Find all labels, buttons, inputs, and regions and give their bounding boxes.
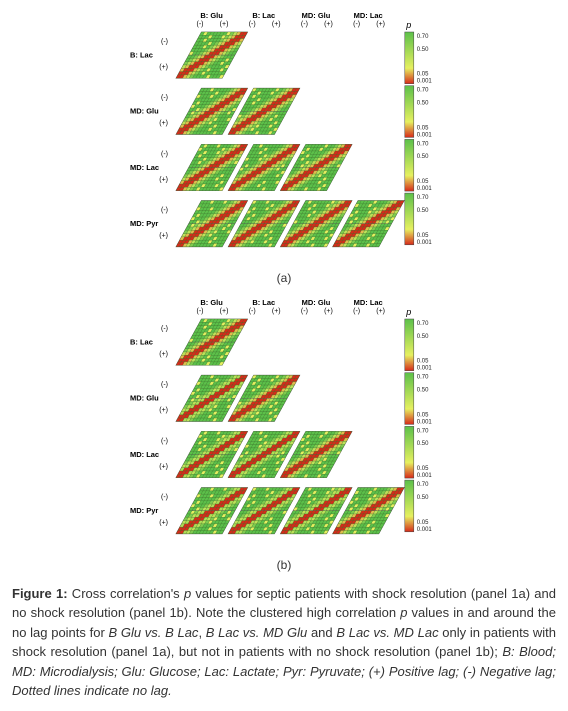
- svg-text:MD: Pyr: MD: Pyr: [130, 506, 158, 515]
- svg-text:(-): (-): [161, 39, 168, 46]
- svg-text:MD: Glu: MD: Glu: [130, 107, 159, 116]
- svg-text:(+): (+): [159, 176, 168, 183]
- svg-text:0.70: 0.70: [416, 34, 428, 40]
- svg-text:0.70: 0.70: [416, 195, 428, 201]
- figure-container: B: Glu(-)(+)B: Lac(-)(+)MD: Glu(-)(+)MD:…: [12, 10, 556, 701]
- svg-text:0.70: 0.70: [416, 88, 428, 94]
- svg-text:(-): (-): [196, 21, 203, 28]
- svg-text:MD: Glu: MD: Glu: [130, 393, 159, 402]
- svg-text:0.70: 0.70: [416, 374, 428, 380]
- figure-caption: Figure 1: Cross correlation's p values f…: [12, 584, 556, 701]
- svg-text:B: Glu: B: Glu: [200, 298, 223, 307]
- svg-text:0.001: 0.001: [416, 365, 432, 371]
- svg-text:(+): (+): [159, 519, 168, 526]
- svg-text:0.05: 0.05: [416, 233, 428, 239]
- svg-text:B: Glu: B: Glu: [200, 11, 223, 20]
- svg-text:(+): (+): [271, 21, 280, 28]
- svg-text:0.70: 0.70: [416, 428, 428, 434]
- svg-text:MD: Glu: MD: Glu: [301, 298, 330, 307]
- svg-text:(-): (-): [353, 308, 360, 315]
- panel-a-wrapper: B: Glu(-)(+)B: Lac(-)(+)MD: Glu(-)(+)MD:…: [12, 10, 556, 265]
- svg-text:(-): (-): [248, 21, 255, 28]
- svg-text:0.50: 0.50: [416, 334, 428, 340]
- panel-b-label: (b): [12, 558, 556, 572]
- svg-text:(+): (+): [159, 64, 168, 71]
- svg-text:(+): (+): [324, 21, 333, 28]
- svg-text:(-): (-): [161, 438, 168, 445]
- svg-text:(+): (+): [219, 308, 228, 315]
- svg-text:0.001: 0.001: [416, 527, 432, 533]
- svg-text:0.05: 0.05: [416, 520, 428, 526]
- panel-b-chart: B: Glu(-)(+)B: Lac(-)(+)MD: Glu(-)(+)MD:…: [124, 297, 445, 552]
- svg-text:MD: Pyr: MD: Pyr: [130, 219, 158, 228]
- svg-text:(-): (-): [301, 308, 308, 315]
- svg-text:0.50: 0.50: [416, 208, 428, 214]
- svg-text:0.001: 0.001: [416, 132, 432, 138]
- svg-text:(-): (-): [161, 494, 168, 501]
- svg-text:0.001: 0.001: [416, 79, 432, 85]
- caption-i3: B Lac vs. MD Lac: [336, 625, 438, 640]
- svg-text:0.50: 0.50: [416, 100, 428, 106]
- caption-text: ,: [198, 625, 205, 640]
- caption-i1: B Glu vs. B Lac: [108, 625, 198, 640]
- svg-text:0.05: 0.05: [416, 412, 428, 418]
- svg-text:(+): (+): [376, 21, 385, 28]
- svg-text:0.05: 0.05: [416, 179, 428, 185]
- svg-text:0.50: 0.50: [416, 495, 428, 501]
- svg-text:0.001: 0.001: [416, 419, 432, 425]
- svg-text:(+): (+): [271, 308, 280, 315]
- svg-text:(+): (+): [159, 463, 168, 470]
- svg-text:B: Lac: B: Lac: [130, 337, 153, 346]
- svg-text:MD: Lac: MD: Lac: [130, 450, 159, 459]
- svg-text:0.50: 0.50: [416, 154, 428, 160]
- svg-text:0.001: 0.001: [416, 240, 432, 246]
- svg-text:(-): (-): [248, 308, 255, 315]
- svg-text:B: Lac: B: Lac: [252, 11, 275, 20]
- panel-b-wrapper: B: Glu(-)(+)B: Lac(-)(+)MD: Glu(-)(+)MD:…: [12, 297, 556, 552]
- svg-text:B: Lac: B: Lac: [252, 298, 275, 307]
- svg-text:(-): (-): [161, 207, 168, 214]
- svg-text:0.001: 0.001: [416, 186, 432, 192]
- svg-text:B: Lac: B: Lac: [130, 50, 153, 59]
- svg-text:(-): (-): [196, 308, 203, 315]
- svg-text:(+): (+): [376, 308, 385, 315]
- caption-text: Cross correlation's: [68, 586, 184, 601]
- svg-text:(-): (-): [301, 21, 308, 28]
- svg-text:(+): (+): [159, 351, 168, 358]
- svg-text:0.50: 0.50: [416, 387, 428, 393]
- svg-text:(-): (-): [353, 21, 360, 28]
- svg-text:p: p: [405, 307, 411, 317]
- svg-text:0.50: 0.50: [416, 47, 428, 53]
- svg-text:MD: Glu: MD: Glu: [301, 11, 330, 20]
- svg-text:0.70: 0.70: [416, 482, 428, 488]
- svg-text:(-): (-): [161, 95, 168, 102]
- svg-text:MD: Lac: MD: Lac: [130, 163, 159, 172]
- svg-text:(+): (+): [219, 21, 228, 28]
- caption-text: and: [307, 625, 336, 640]
- panel-a-chart: B: Glu(-)(+)B: Lac(-)(+)MD: Glu(-)(+)MD:…: [124, 10, 445, 265]
- svg-text:MD: Lac: MD: Lac: [353, 11, 382, 20]
- svg-text:(-): (-): [161, 382, 168, 389]
- svg-text:0.70: 0.70: [416, 321, 428, 327]
- svg-text:MD: Lac: MD: Lac: [353, 298, 382, 307]
- caption-lead: Figure 1:: [12, 586, 68, 601]
- svg-text:(+): (+): [159, 407, 168, 414]
- svg-text:0.05: 0.05: [416, 125, 428, 131]
- svg-text:0.70: 0.70: [416, 141, 428, 147]
- svg-text:0.05: 0.05: [416, 358, 428, 364]
- caption-i2: B Lac vs. MD Glu: [206, 625, 308, 640]
- svg-text:p: p: [405, 20, 411, 30]
- svg-text:0.50: 0.50: [416, 441, 428, 447]
- svg-text:0.001: 0.001: [416, 473, 432, 479]
- svg-text:0.05: 0.05: [416, 466, 428, 472]
- svg-text:(+): (+): [324, 308, 333, 315]
- panel-a-label: (a): [12, 271, 556, 285]
- svg-text:(-): (-): [161, 151, 168, 158]
- svg-text:(-): (-): [161, 325, 168, 332]
- svg-text:0.05: 0.05: [416, 72, 428, 78]
- svg-text:(+): (+): [159, 233, 168, 240]
- svg-text:(+): (+): [159, 120, 168, 127]
